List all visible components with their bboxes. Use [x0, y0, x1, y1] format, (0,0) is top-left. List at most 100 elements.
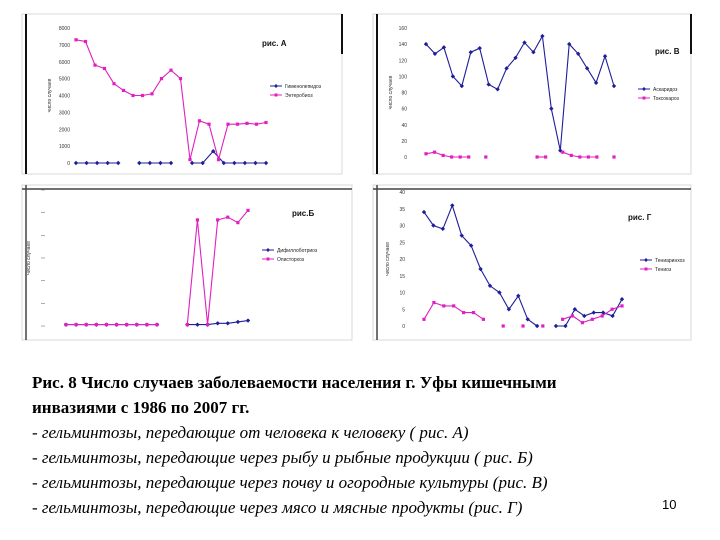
- data-point: [468, 243, 474, 248]
- data-point: [432, 150, 437, 154]
- data-point: [471, 311, 476, 315]
- data-point: [459, 233, 464, 238]
- series-line: [556, 298, 623, 327]
- y-tick-label: 30: [399, 224, 405, 230]
- panel-label: рис. А: [262, 39, 287, 48]
- caption-item-v: - гельминтозы, передающие через почву и …: [32, 473, 548, 492]
- data-point: [246, 208, 250, 212]
- data-point: [197, 119, 202, 123]
- data-point: [105, 160, 110, 166]
- data-point: [506, 307, 512, 312]
- y-tick-label: 20: [399, 257, 405, 263]
- data-point: [195, 322, 200, 327]
- data-point: [477, 45, 482, 51]
- data-point: [440, 226, 446, 232]
- data-point: [578, 155, 582, 159]
- data-point: [567, 41, 572, 47]
- figure-caption: Рис. 8 Число случаев заболеваемости насе…: [32, 370, 672, 520]
- y-tick-label: 60: [401, 107, 407, 113]
- data-point: [553, 323, 559, 329]
- data-point: [591, 310, 596, 315]
- data-point: [200, 160, 205, 166]
- data-point: [188, 158, 192, 162]
- data-point: [558, 148, 563, 153]
- series-line: [75, 39, 267, 162]
- data-point: [486, 82, 491, 87]
- y-tick-label: 5: [402, 307, 405, 313]
- y-tick-label: 80: [401, 91, 407, 97]
- data-point: [487, 283, 493, 288]
- data-point: [432, 51, 438, 56]
- legend-marker: [642, 96, 646, 100]
- y-tick-label: 0: [67, 161, 70, 167]
- y-tick-label: 15: [399, 274, 405, 280]
- data-point: [481, 317, 485, 321]
- data-point: [131, 93, 135, 98]
- data-point: [534, 323, 540, 329]
- data-point: [245, 121, 249, 125]
- data-point: [478, 266, 483, 272]
- data-point: [121, 88, 126, 93]
- data-point: [501, 324, 505, 328]
- data-point: [74, 38, 78, 42]
- data-point: [155, 323, 159, 327]
- data-point: [450, 74, 456, 79]
- y-axis-label: число случаев: [385, 242, 391, 276]
- data-point: [264, 120, 268, 125]
- data-point: [549, 106, 554, 111]
- data-point: [84, 323, 88, 327]
- legend-label: Описторхоз: [277, 257, 305, 263]
- y-tick-label: 3000: [59, 110, 70, 116]
- data-point: [569, 153, 573, 157]
- data-point: [590, 317, 594, 321]
- data-point: [611, 83, 617, 89]
- data-point: [458, 155, 462, 159]
- data-point: [484, 155, 488, 159]
- data-point: [497, 290, 502, 295]
- data-point: [516, 293, 521, 299]
- legend-marker: [266, 248, 270, 252]
- data-point: [235, 319, 241, 325]
- legend-label: Гименолепидоз: [285, 84, 322, 90]
- data-point: [468, 49, 473, 55]
- y-tick-label: 40: [401, 123, 407, 129]
- data-point: [531, 49, 536, 55]
- data-point: [450, 203, 455, 208]
- panel-label: рис. Г: [628, 213, 652, 222]
- legend-label: Тениоз: [655, 267, 672, 273]
- data-point: [216, 218, 220, 222]
- series-2: [64, 208, 250, 327]
- y-axis-label: число случаев: [26, 241, 32, 275]
- data-point: [441, 45, 447, 50]
- data-point: [540, 33, 545, 39]
- data-point: [145, 323, 149, 327]
- y-tick-label: 35: [399, 207, 405, 213]
- y-tick-label: 40: [399, 190, 405, 196]
- series-1: [73, 148, 269, 166]
- data-point: [159, 77, 164, 81]
- y-tick-label: 25: [399, 240, 405, 246]
- chart-frame: [21, 184, 353, 341]
- series-2: [422, 300, 624, 328]
- data-point: [600, 310, 606, 315]
- page-number: 10: [662, 497, 677, 512]
- data-point: [93, 63, 97, 67]
- series-line: [423, 203, 538, 327]
- legend-marker: [644, 267, 648, 271]
- data-point: [254, 122, 259, 126]
- data-point: [450, 155, 454, 159]
- legend-label: Дифиллоботриоз: [277, 248, 318, 254]
- data-point: [431, 223, 436, 228]
- series-1: [421, 203, 625, 329]
- caption-item-a: - гельминтозы, передающие от человека к …: [32, 423, 469, 442]
- data-point: [544, 155, 548, 159]
- data-point: [575, 51, 581, 56]
- legend-label: Токсокароз: [653, 96, 680, 102]
- y-tick-label: 10: [399, 291, 405, 297]
- data-point: [226, 122, 230, 126]
- series-line: [186, 210, 249, 325]
- data-point: [610, 313, 615, 319]
- series-2: [424, 150, 616, 159]
- y-tick-label: 6000: [59, 60, 70, 66]
